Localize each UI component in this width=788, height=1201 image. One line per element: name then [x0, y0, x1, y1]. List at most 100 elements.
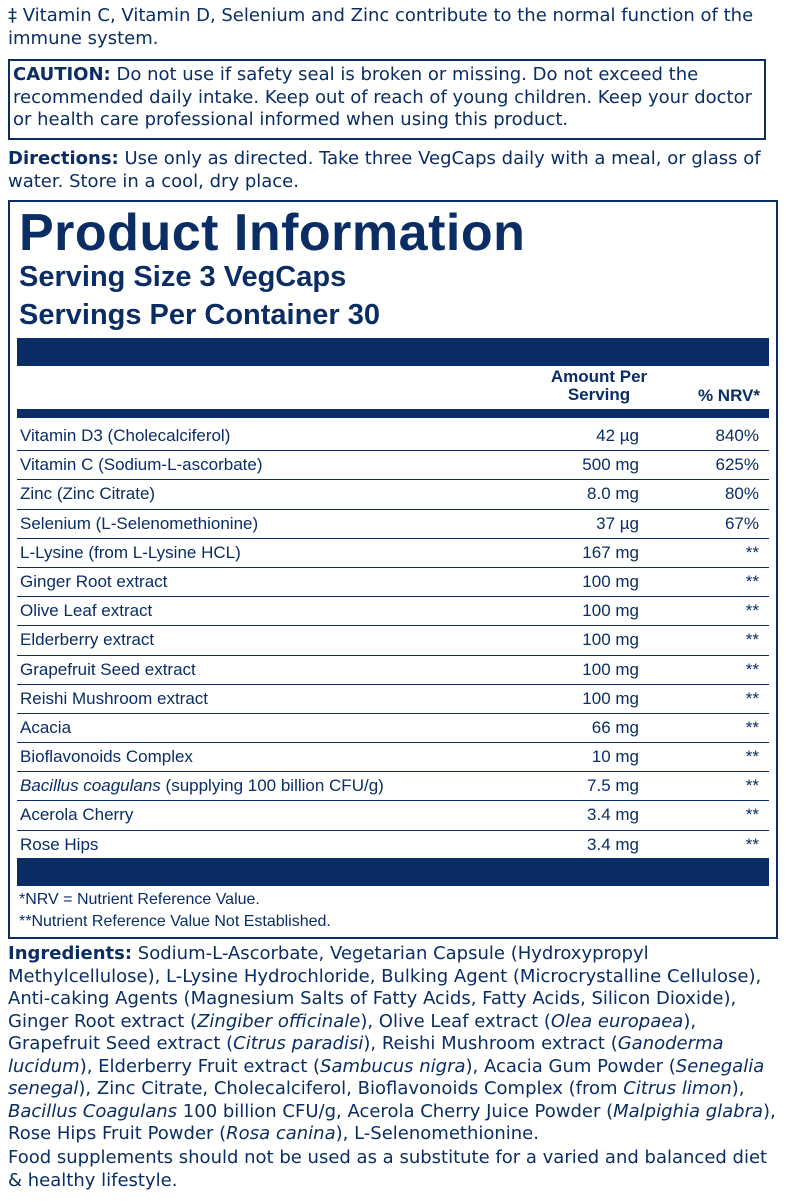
ingredient-latin-name: Olea europaea — [550, 1010, 684, 1032]
nutrient-name-text: Vitamin C (Sodium-L-ascorbate) — [20, 455, 263, 475]
nutrient-name: L-Lysine (from L-Lysine HCL) — [20, 539, 241, 567]
nutrient-name-text: Vitamin D3 (Cholecalciferol) — [20, 426, 231, 445]
nutrient-name: Rose Hips — [20, 831, 98, 859]
ingredient-latin-name: Bacillus Coagulans — [8, 1100, 178, 1122]
product-information-title: Product Information — [19, 204, 526, 262]
directions: Directions: Use only as directed. Take t… — [8, 148, 778, 193]
nutrient-amount: 66 mg — [591, 717, 639, 737]
nutrient-name-text: Acerola Cherry — [20, 805, 134, 825]
nutrient-amount: 100 mg — [582, 571, 639, 591]
ingredient-text: ), — [731, 1078, 745, 1099]
nutrient-name: Olive Leaf extract — [20, 597, 152, 625]
nutrient-table: Vitamin D3 (Cholecalciferol) 42 µg 840% Vit… — [17, 422, 769, 859]
nutrient-nrv: 840% — [715, 426, 759, 445]
nutrient-name: Vitamin C (Sodium-L-ascorbate) — [20, 451, 263, 479]
servings-per-container: Servings Per Container 30 — [19, 299, 381, 331]
table-row: Vitamin C (Sodium-L-ascorbate) 500 mg 625% — [17, 451, 769, 481]
ingredient-text: ), L-Selenomethionine. — [335, 1123, 539, 1144]
nutrient-name-text: Grapefruit Seed extract — [20, 659, 196, 679]
ingredient-latin-name: Sambucus nigra — [320, 1055, 466, 1077]
nutrient-nrv: 80% — [724, 484, 759, 504]
nutrient-name-text: (supplying 100 billion CFU/g) — [160, 776, 384, 796]
nutrient-nrv: ** — [745, 601, 759, 621]
nutrient-nrv: ** — [745, 571, 759, 591]
nutrient-amount: 37 µg — [596, 513, 639, 533]
nutrient-name: Acacia — [20, 714, 71, 742]
ingredient-text: ), Reishi Mushroom extract ( — [363, 1033, 618, 1054]
nutrient-amount: 500 mg — [582, 455, 639, 475]
ingredient-latin-name: Rosa canina — [226, 1123, 336, 1144]
ingredient-text: 100 billion CFU/g, Acerola Cherry Juice … — [177, 1100, 614, 1122]
nutrient-amount: 100 mg — [582, 688, 639, 708]
nutrient-nrv: ** — [745, 805, 759, 825]
nutrient-nrv: ** — [745, 630, 759, 650]
ingredient-text: ), Rose Hips Fruit Powder ( — [8, 1100, 776, 1145]
nutrient-nrv: ** — [745, 542, 759, 562]
nutrient-name-text: L-Lysine (from L-Lysine HCL) — [20, 542, 241, 562]
immune-note: ‡ Vitamin C, Vitamin D, Selenium and Zin… — [8, 5, 754, 49]
ingredient-latin-name: Malpighia glabra — [613, 1100, 764, 1122]
caution-label: CAUTION: — [13, 64, 111, 85]
ingredient-latin-name: Citrus paradisi — [233, 1033, 364, 1054]
ingredient-text: ), Acacia Gum Powder ( — [465, 1055, 676, 1077]
ingredients: Ingredients: Sodium-L-Ascorbate, Vegetar… — [8, 943, 778, 1146]
nutrient-name: Zinc (Zinc Citrate) — [20, 480, 155, 508]
table-row: Selenium (L-Selenomethionine) 37 µg 67% — [17, 510, 769, 539]
nutrient-nrv: ** — [745, 776, 759, 796]
nutrient-name-text: Olive Leaf extract — [20, 601, 153, 621]
nutrient-amount: 8.0 mg — [587, 484, 639, 504]
ingredient-latin-name: Senegalia senegal — [8, 1055, 765, 1100]
nutrient-name: Vitamin D3 (Cholecalciferol) — [20, 422, 230, 450]
table-row: Acacia 66 mg ** — [17, 714, 769, 744]
nutrient-name-italic: Bacillus coagulans — [20, 776, 161, 796]
nutrient-name-text: Ginger Root extract — [20, 571, 168, 591]
nutrient-amount: 10 mg — [591, 747, 639, 767]
table-bottom-bar — [17, 858, 769, 886]
directions-text: Use only as directed. Take three VegCaps… — [8, 148, 761, 192]
nutrient-name: Selenium (L-Selenomethionine) — [20, 510, 258, 538]
ingredient-text: ), Zinc Citrate, Cholecalciferol, Biofla… — [78, 1078, 624, 1099]
nutrient-amount: 3.4 mg — [587, 834, 639, 854]
nutrient-name-text: Acacia — [20, 717, 72, 737]
nutrient-amount: 100 mg — [582, 630, 639, 650]
food-supplement-note: Food supplements should not be used as a… — [8, 1147, 768, 1191]
caution-text: Do not use if safety seal is broken or m… — [13, 64, 752, 130]
ingredient-latin-name: Zingiber officinale — [197, 1010, 361, 1032]
nutrient-amount: 100 mg — [582, 659, 639, 679]
nutrient-nrv: 625% — [715, 455, 759, 475]
caution-box: CAUTION: Do not use if safety seal is br… — [8, 59, 766, 140]
table-row: Rose Hips 3.4 mg ** — [17, 831, 769, 859]
nrv-footnote: *NRV = Nutrient Reference Value. — [19, 891, 260, 908]
table-row: Zinc (Zinc Citrate) 8.0 mg 80% — [17, 480, 769, 510]
ingredients-label: Ingredients: — [8, 943, 133, 964]
table-row: Elderberry extract 100 mg ** — [17, 626, 769, 656]
table-row: Grapefruit Seed extract 100 mg ** — [17, 656, 769, 685]
nutrient-name: Bacillus coagulans (supplying 100 billio… — [20, 772, 384, 800]
table-row: L-Lysine (from L-Lysine HCL) 167 mg ** — [17, 539, 769, 568]
nutrient-amount: 7.5 mg — [587, 776, 639, 796]
nutrient-name-text: Rose Hips — [20, 834, 99, 854]
nutrient-nrv: ** — [745, 688, 759, 708]
table-row: Reishi Mushroom extract 100 mg ** — [17, 685, 769, 714]
nutrient-nrv: ** — [745, 747, 759, 767]
nutrient-amount: 42 µg — [596, 426, 639, 445]
nrv-not-established-footnote: **Nutrient Reference Value Not Establish… — [19, 913, 331, 930]
nutrient-name: Acerola Cherry — [20, 801, 133, 829]
nutrient-name-text: Reishi Mushroom extract — [20, 688, 209, 708]
nutrient-amount: 167 mg — [582, 542, 639, 562]
serving-size: Serving Size 3 VegCaps — [19, 261, 347, 293]
table-row: Bioflavonoids Complex 10 mg ** — [17, 743, 769, 773]
nutrient-name: Reishi Mushroom extract — [20, 685, 208, 713]
nutrient-nrv: ** — [745, 717, 759, 737]
ingredient-latin-name: Citrus limon — [623, 1078, 732, 1099]
table-row: Ginger Root extract 100 mg ** — [17, 568, 769, 598]
amount-per-serving-header: Amount Per Serving — [550, 367, 648, 404]
nrv-header: % NRV* — [697, 386, 760, 405]
nutrient-nrv: 67% — [724, 513, 759, 533]
nutrient-name-text: Zinc (Zinc Citrate) — [20, 484, 156, 504]
table-row: Olive Leaf extract 100 mg ** — [17, 597, 769, 627]
nutrient-nrv: ** — [745, 834, 759, 854]
ingredient-text: ), Olive Leaf extract ( — [360, 1010, 551, 1032]
nutrient-name: Elderberry extract — [20, 626, 154, 654]
table-row: Vitamin D3 (Cholecalciferol) 42 µg 840% — [17, 422, 769, 452]
